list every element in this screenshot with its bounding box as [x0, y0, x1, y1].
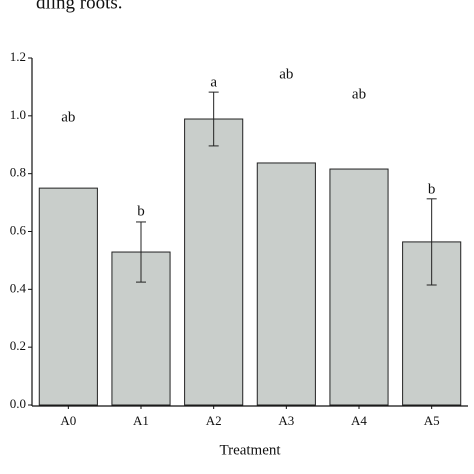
annotation: ab: [352, 86, 366, 102]
x-tick-label: A2: [206, 413, 222, 428]
y-tick-label: 0.0: [10, 396, 26, 411]
y-tick-label: 0.8: [10, 165, 26, 180]
bar: [256, 162, 316, 406]
y-tick-label: 0.4: [10, 280, 27, 295]
caption: dling roots.: [36, 0, 123, 13]
y-tick-label: 1.0: [10, 107, 26, 122]
x-tick-label: A0: [60, 413, 76, 428]
y-tick-label: 0.6: [10, 222, 27, 237]
bar: [329, 168, 389, 406]
x-tick-label: A5: [424, 413, 440, 428]
annotation: b: [428, 181, 436, 197]
annotation: ab: [279, 66, 293, 82]
x-tick-label: A4: [351, 413, 367, 428]
annotation: b: [137, 203, 145, 219]
bar: [184, 118, 244, 406]
x-axis-label: Treatment: [219, 442, 281, 458]
y-tick-label: 0.2: [10, 338, 26, 353]
bar: [38, 187, 98, 406]
y-tick-label: 1.2: [10, 49, 26, 64]
x-tick-label: A1: [133, 413, 149, 428]
x-tick-label: A3: [278, 413, 294, 428]
annotation: ab: [61, 109, 75, 125]
annotation: a: [210, 74, 217, 90]
